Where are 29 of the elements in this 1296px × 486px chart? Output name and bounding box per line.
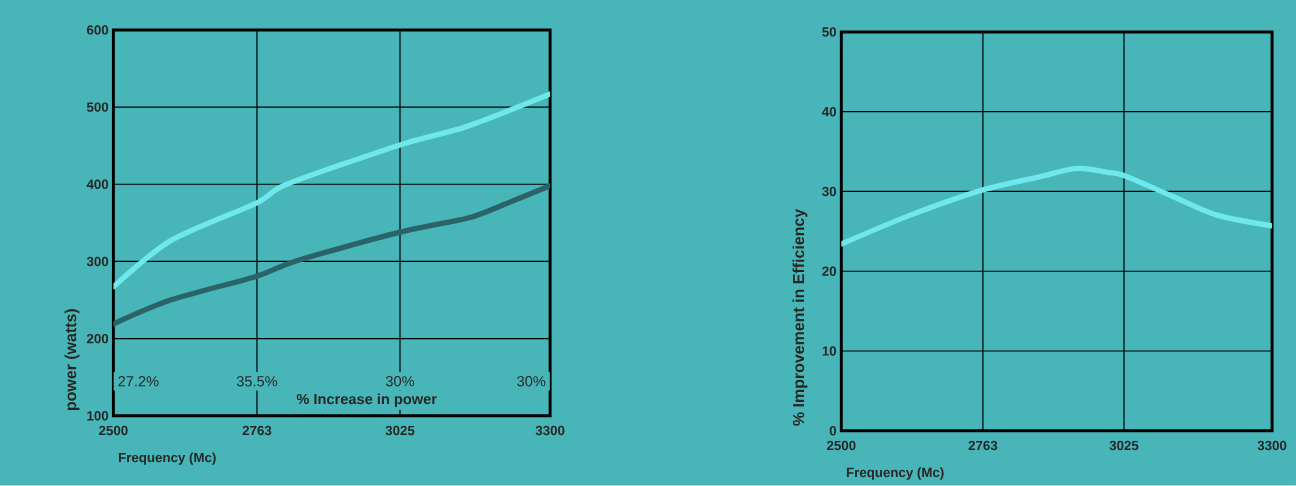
y-axis-title: % Improvement in Efficiency <box>792 209 808 426</box>
x-tick-label: 3025 <box>1109 440 1139 451</box>
x-axis-title: Frequency (Mc) <box>846 467 944 480</box>
y-tick-label: 20 <box>822 266 837 277</box>
y-tick-label: 10 <box>822 346 837 356</box>
x-tick-label: 2763 <box>968 440 998 451</box>
y-tick-label: 40 <box>822 107 837 117</box>
y-tick-label: 200 <box>86 334 109 344</box>
annotation: 30% <box>385 376 415 387</box>
x-tick-label: 2500 <box>99 426 128 436</box>
annotation: 27.2% <box>118 376 159 387</box>
annotation: % Increase in power <box>296 393 437 408</box>
y-tick-label: 400 <box>86 179 109 190</box>
y-tick-label: 50 <box>822 27 837 37</box>
annotation: 35.5% <box>236 376 278 387</box>
x-tick-label: 2500 <box>826 440 856 451</box>
x-tick-label: 3300 <box>535 426 565 436</box>
y-tick-label: 600 <box>86 25 109 35</box>
x-tick-label: 3025 <box>385 426 415 436</box>
x-tick-label: 3300 <box>1257 440 1287 451</box>
y-axis-title: power (watts) <box>64 309 80 411</box>
y-tick-label: 500 <box>86 102 109 112</box>
y-tick-label: 300 <box>86 256 109 267</box>
y-tick-label: 100 <box>87 411 109 421</box>
y-tick-label: 0 <box>829 426 837 436</box>
y-tick-label: 30 <box>822 186 837 197</box>
x-axis-title: Frequency (Mc) <box>118 452 216 465</box>
annotation: 30% <box>517 376 546 387</box>
x-tick-label: 2763 <box>242 426 272 436</box>
